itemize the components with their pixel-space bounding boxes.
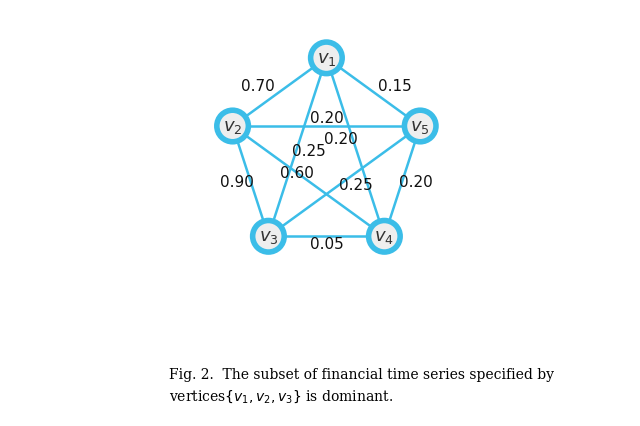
Text: Fig. 2.  The subset of financial time series specified by
vertices$\{v_1, v_2, v: Fig. 2. The subset of financial time ser… — [168, 367, 554, 404]
Text: 0.60: 0.60 — [280, 166, 314, 181]
Text: 0.20: 0.20 — [310, 111, 343, 126]
Text: $v_2$: $v_2$ — [223, 118, 243, 135]
Text: $v_5$: $v_5$ — [410, 118, 430, 135]
Circle shape — [404, 111, 436, 142]
Text: 0.70: 0.70 — [241, 79, 275, 94]
Circle shape — [310, 43, 342, 75]
Text: 0.25: 0.25 — [292, 144, 326, 158]
Text: 0.90: 0.90 — [220, 174, 254, 189]
Text: 0.20: 0.20 — [324, 132, 358, 147]
Circle shape — [217, 111, 248, 142]
Text: 0.05: 0.05 — [310, 236, 343, 251]
Text: 0.25: 0.25 — [339, 178, 372, 193]
Text: $v_3$: $v_3$ — [259, 228, 278, 246]
Circle shape — [369, 221, 400, 253]
Text: 0.15: 0.15 — [378, 79, 412, 94]
Text: $v_1$: $v_1$ — [317, 50, 336, 68]
Circle shape — [253, 221, 284, 253]
Text: 0.20: 0.20 — [399, 174, 432, 189]
Text: $v_4$: $v_4$ — [374, 228, 394, 246]
